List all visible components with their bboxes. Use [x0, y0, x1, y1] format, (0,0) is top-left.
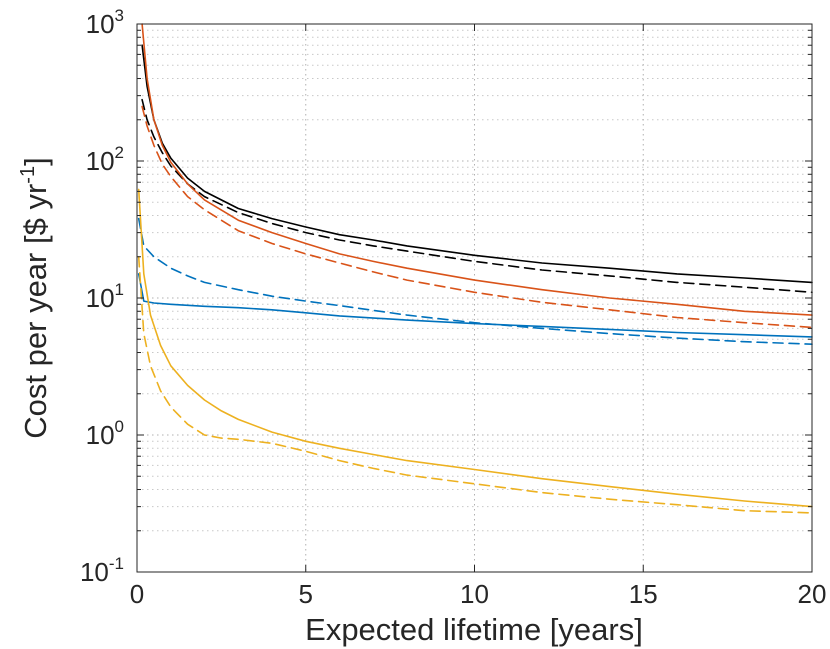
y-tick-label: 101 — [86, 280, 124, 313]
x-tick-label: 10 — [460, 579, 489, 609]
y-tick-label-exponent: 2 — [115, 143, 124, 162]
series-line-5 — [137, 273, 813, 338]
grid — [137, 23, 812, 573]
y-tick-label-base: 10 — [86, 420, 115, 450]
x-tick-label: 5 — [299, 579, 313, 609]
y-tick-label-exponent: 0 — [115, 417, 124, 436]
y-tick-label-base: 10 — [86, 9, 115, 39]
y-tick-label: 100 — [86, 417, 124, 450]
y-axis-label-tail: ] — [18, 157, 53, 166]
y-tick-label-exponent: -1 — [109, 554, 124, 573]
y-tick-label: 10-1 — [80, 554, 124, 587]
y-tick-label: 103 — [86, 6, 124, 39]
x-tick-label: 0 — [130, 579, 144, 609]
x-axis-label: Expected lifetime [years] — [305, 612, 643, 647]
y-axis-label-sup: -1 — [17, 166, 39, 184]
series-line-7 — [137, 188, 813, 508]
x-tick-label: 20 — [798, 579, 827, 609]
x-tick-label: 15 — [629, 579, 658, 609]
series-layer — [137, 23, 813, 514]
y-tick-label-base: 10 — [86, 283, 115, 313]
y-tick-label: 102 — [86, 143, 124, 176]
y-tick-label-exponent: 3 — [115, 6, 124, 25]
series-line-3 — [141, 23, 813, 316]
y-tick-label-base: 10 — [86, 146, 115, 176]
y-tick-label-exponent: 1 — [115, 280, 124, 299]
series-line-8 — [137, 255, 813, 514]
y-tick-label-base: 10 — [80, 557, 109, 587]
series-line-2 — [141, 98, 813, 294]
x-tick-labels: 0 5 10 15 20 — [130, 579, 827, 609]
ticks — [136, 23, 813, 573]
y-axis-label: Cost per year [$ yr-1] — [17, 157, 53, 438]
y-axis-label-main: Cost per year [$ yr — [18, 184, 53, 439]
series-line-4 — [141, 105, 813, 329]
series-line-6 — [137, 217, 813, 346]
